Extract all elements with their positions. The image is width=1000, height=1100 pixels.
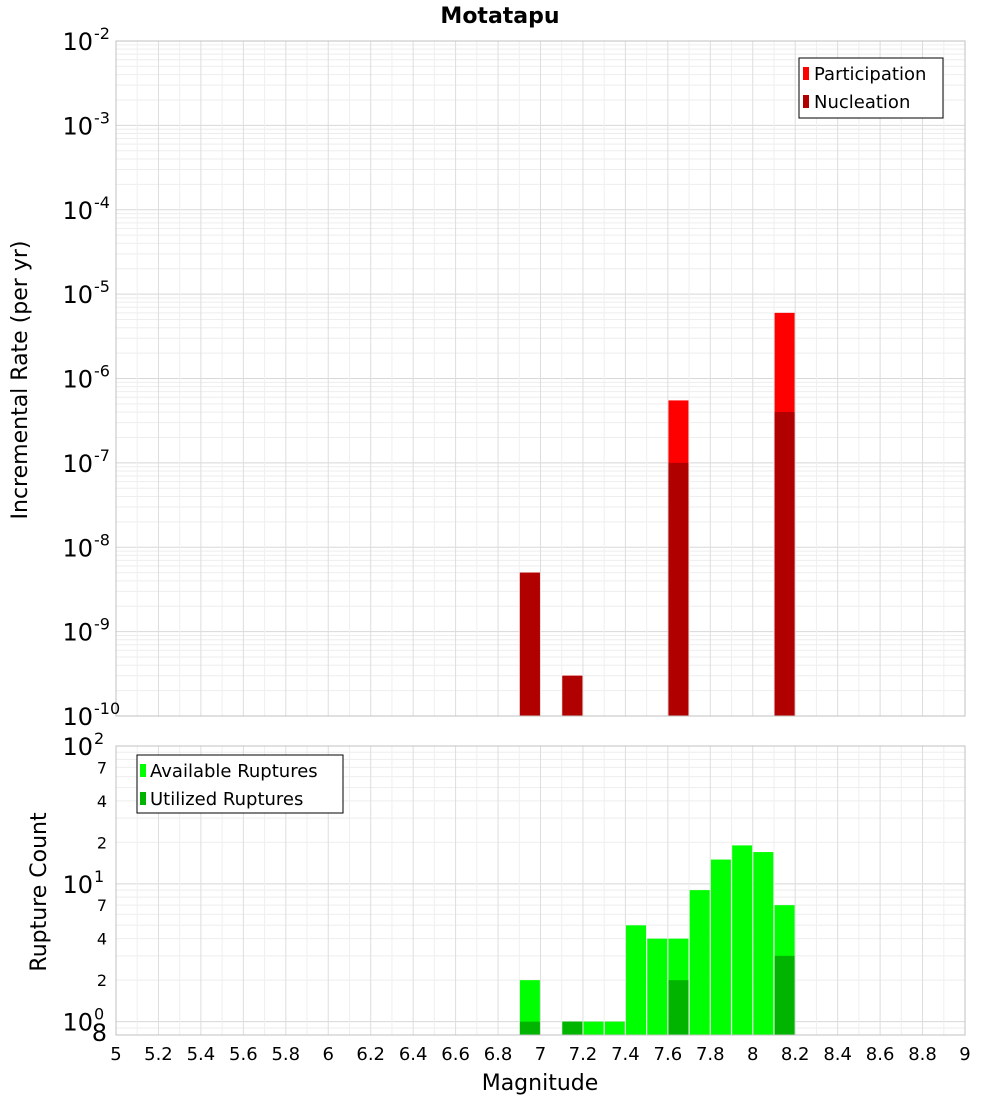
- bottom-y-minor-tick: 7: [97, 896, 107, 915]
- top-y-tick-exponent: -4: [94, 193, 110, 212]
- x-tick-label: 6.4: [399, 1044, 428, 1065]
- top-plot-frame: [115, 40, 966, 717]
- utilized-ruptures-bar: [562, 1021, 583, 1035]
- top-bars: [519, 312, 795, 716]
- x-tick-label: 9: [959, 1044, 970, 1065]
- bottom-y-tick-base: 10: [62, 871, 93, 899]
- x-tick-label: 6.8: [484, 1044, 513, 1065]
- chart-title: Motatapu: [440, 4, 559, 29]
- utilized-ruptures-bar: [668, 980, 689, 1035]
- legend-swatch-nucleation: [803, 95, 809, 108]
- top-y-tick-base: 10: [62, 450, 93, 478]
- x-tick-label: 8.4: [823, 1044, 852, 1065]
- top-grid: [115, 41, 966, 717]
- legend-label-participation: Participation: [814, 64, 926, 85]
- x-tick-label: 6: [323, 1044, 334, 1065]
- top-y-tick-exponent: -7: [94, 446, 110, 465]
- bottom-y-tick-base: 10: [62, 733, 93, 761]
- bottom-plot-frame: [115, 745, 966, 1036]
- top-y-axis-title: Incremental Rate (per yr): [8, 241, 33, 520]
- nucleation-bar: [562, 675, 583, 716]
- available-ruptures-bar: [604, 1021, 625, 1035]
- x-tick-label: 5.4: [187, 1044, 216, 1065]
- top-y-tick-base: 10: [62, 112, 93, 140]
- x-tick-label: 6.6: [441, 1044, 470, 1065]
- x-tick-label: 5.2: [144, 1044, 173, 1065]
- x-ticks: 5 5.2 5.4 5.6 5.8 6 6.2 6.4 6.6 6.8 7 7.2 7.4 7.6 7.8 8…: [110, 1044, 970, 1065]
- x-tick-label: 8.6: [866, 1044, 895, 1065]
- bottom-y-minor-tick: 2: [97, 833, 107, 852]
- legend-label-utilized: Utilized Ruptures: [150, 789, 303, 810]
- utilized-ruptures-bar: [519, 1021, 540, 1035]
- x-tick-label: 7: [535, 1044, 546, 1065]
- nucleation-bar: [774, 412, 795, 716]
- available-ruptures-bar: [583, 1021, 604, 1035]
- top-y-tick-base: 10: [62, 197, 93, 225]
- x-tick-label: 7.8: [696, 1044, 725, 1065]
- available-ruptures-bar: [753, 852, 774, 1035]
- bottom-y-minor-tick: 7: [97, 758, 107, 777]
- legend-swatch-utilized: [140, 792, 146, 805]
- legend-swatch-participation: [803, 67, 809, 80]
- legend-label-nucleation: Nucleation: [814, 92, 910, 113]
- x-tick-label: 7.2: [569, 1044, 598, 1065]
- bottom-y-minor-tick: 8: [92, 1019, 107, 1047]
- x-tick-label: 8.2: [781, 1044, 810, 1065]
- utilized-ruptures-bar: [774, 955, 795, 1035]
- x-tick-label: 8: [747, 1044, 758, 1065]
- top-y-tick-exponent: -9: [94, 615, 110, 634]
- top-y-tick-base: 10: [62, 28, 93, 56]
- nucleation-bar: [519, 572, 540, 716]
- top-y-tick-exponent: -8: [94, 530, 110, 549]
- available-ruptures-bar: [710, 859, 731, 1035]
- top-y-tick-base: 10: [62, 534, 93, 562]
- x-tick-label: 6.2: [356, 1044, 385, 1065]
- legend-label-available: Available Ruptures: [150, 761, 318, 782]
- top-y-tick-exponent: -10: [94, 699, 120, 718]
- available-ruptures-bar: [626, 925, 647, 1035]
- nucleation-bar: [668, 462, 689, 716]
- x-tick-label: 5: [110, 1044, 121, 1065]
- x-axis-title: Magnitude: [482, 1071, 599, 1096]
- top-y-tick-base: 10: [62, 703, 93, 731]
- available-ruptures-bar: [519, 980, 540, 1035]
- top-legend: Participation Nucleation: [798, 57, 944, 119]
- available-ruptures-bar: [689, 890, 710, 1035]
- top-y-tick-exponent: -2: [94, 24, 110, 43]
- x-tick-label: 5.6: [229, 1044, 258, 1065]
- bottom-y-minor-tick: 4: [97, 930, 107, 949]
- top-y-tick-base: 10: [62, 619, 93, 647]
- top-y-ticks: 10-210-310-410-510-610-710-810-910-10: [62, 24, 120, 731]
- bottom-y-tick-exponent: 2: [94, 729, 104, 748]
- x-tick-label: 7.6: [654, 1044, 683, 1065]
- bottom-y-tick-exponent: 1: [94, 867, 104, 886]
- bottom-y-tick-base: 10: [62, 1009, 93, 1037]
- top-y-tick-exponent: -3: [94, 108, 110, 127]
- available-ruptures-bar: [732, 845, 753, 1035]
- bottom-y-tick-exponent: 0: [94, 1005, 104, 1024]
- top-y-tick-exponent: -5: [94, 277, 110, 296]
- x-tick-label: 5.8: [271, 1044, 300, 1065]
- top-y-tick-base: 10: [62, 281, 93, 309]
- available-ruptures-bar: [647, 938, 668, 1035]
- top-y-tick-exponent: -6: [94, 362, 110, 381]
- x-tick-label: 8.8: [908, 1044, 937, 1065]
- bottom-bars: [519, 845, 795, 1035]
- bottom-y-axis-title: Rupture Count: [27, 812, 52, 972]
- x-tick-label: 7.4: [611, 1044, 640, 1065]
- legend-swatch-available: [140, 764, 146, 777]
- bottom-y-minor-tick: 2: [97, 971, 107, 990]
- bottom-y-minor-tick: 4: [97, 792, 107, 811]
- bottom-legend: Available Ruptures Utilized Ruptures: [136, 754, 344, 814]
- top-y-tick-base: 10: [62, 366, 93, 394]
